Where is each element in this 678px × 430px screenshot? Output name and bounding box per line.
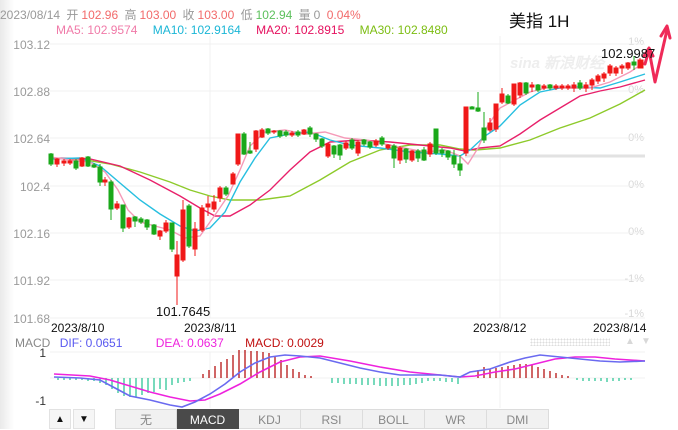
macd-name: MACD — [15, 336, 51, 350]
ma30-legend: MA30: 102.8480 — [359, 23, 448, 37]
change-value: 0.04% — [326, 8, 361, 22]
mini-down-icon[interactable]: ▼ — [641, 336, 651, 347]
macd-y-tick: 1 — [39, 346, 46, 360]
vol-value: 0 — [313, 8, 321, 22]
pct-tick: 0% — [628, 179, 644, 191]
sina-watermark: sina 新浪财经 — [510, 54, 606, 72]
dea-value: DEA: 0.0637 — [155, 336, 224, 350]
ma-legend: MA5: 102.9574 MA10: 102.9164 MA20: 102.8… — [56, 23, 451, 37]
ma5-legend: MA5: 102.9574 — [56, 23, 138, 37]
grid — [50, 36, 645, 319]
tab-kdj[interactable]: KDJ — [239, 409, 301, 429]
open-label: 开 — [66, 8, 79, 22]
red-arrow-annotation — [642, 24, 672, 84]
dif-value: DIF: 0.0651 — [59, 336, 123, 350]
dea-line — [53, 355, 646, 402]
max-label: 102.9987 — [601, 46, 655, 61]
tab-macd[interactable]: MACD — [177, 409, 239, 429]
low-label: 低 — [240, 8, 253, 22]
pct-tick: -1% — [624, 273, 644, 285]
y-tick: 102.4 — [19, 180, 50, 194]
macd-negative-bars — [57, 378, 632, 397]
y-tick: 102.88 — [13, 85, 50, 99]
ma20-legend: MA20: 102.8915 — [256, 23, 345, 37]
low-value: 102.94 — [255, 8, 293, 22]
ma10-line — [49, 73, 646, 232]
tab-dmi[interactable]: DMI — [487, 409, 549, 429]
triangle-down-icon: ▼ — [79, 414, 89, 425]
macd-y-tick: -1 — [35, 394, 46, 408]
y-tick: 101.92 — [13, 274, 50, 288]
x-tick: 2023/8/11 — [184, 321, 237, 335]
x-tick: 2023/8/14 — [593, 321, 647, 335]
scroll-up-button[interactable]: ▲ — [49, 409, 71, 429]
chart-title: 美指 1H — [509, 12, 570, 31]
vol-label: 量 — [298, 8, 311, 22]
close-value: 103.00 — [197, 8, 235, 22]
pct-tick: 0% — [628, 226, 644, 238]
ohlc-header: 2023/08/14 开 102.96 高 103.00 收 103.00 低 102.… — [0, 6, 364, 23]
ma30-line — [49, 89, 646, 201]
mini-up-icon[interactable]: ▲ — [625, 336, 635, 347]
scroll-down-button[interactable]: ▼ — [73, 409, 95, 429]
y-tick: 102.64 — [13, 132, 50, 146]
macd-grid — [50, 351, 645, 408]
y-tick: 102.16 — [13, 227, 50, 241]
high-label: 高 — [124, 8, 137, 22]
min-label: 101.7645 — [156, 304, 210, 319]
ma10-legend: MA10: 102.9164 — [152, 23, 241, 37]
x-tick: 2023/8/10 — [51, 321, 105, 335]
tab-rsi[interactable]: RSI — [301, 409, 363, 429]
macd-header: MACD DIF: 0.0651 DEA: 0.0637 MACD: 0.002… — [15, 336, 334, 350]
triangle-up-icon: ▲ — [55, 414, 65, 425]
left-shade — [0, 0, 14, 429]
tab-wr[interactable]: WR — [425, 409, 487, 429]
tab-none[interactable]: 无 — [115, 409, 177, 429]
dif-line — [53, 354, 646, 408]
high-value: 103.00 — [139, 8, 177, 22]
indicator-tabs: ▲ ▼ 无 MACD KDJ RSI BOLL WR DMI — [49, 409, 549, 429]
y-tick: 103.12 — [13, 38, 50, 52]
open-value: 102.96 — [81, 8, 119, 22]
scroll-dots[interactable] — [530, 338, 610, 346]
x-tick: 2023/8/12 — [473, 321, 527, 335]
tab-boll[interactable]: BOLL — [363, 409, 425, 429]
pct-tick: 1% — [628, 36, 644, 48]
close-label: 收 — [182, 8, 195, 22]
macd-value: MACD: 0.0029 — [245, 336, 324, 350]
header-date: 2023/08/14 — [0, 8, 61, 22]
pct-tick: -1% — [624, 308, 644, 320]
y-tick: 101.68 — [13, 312, 50, 326]
candles — [48, 56, 644, 305]
